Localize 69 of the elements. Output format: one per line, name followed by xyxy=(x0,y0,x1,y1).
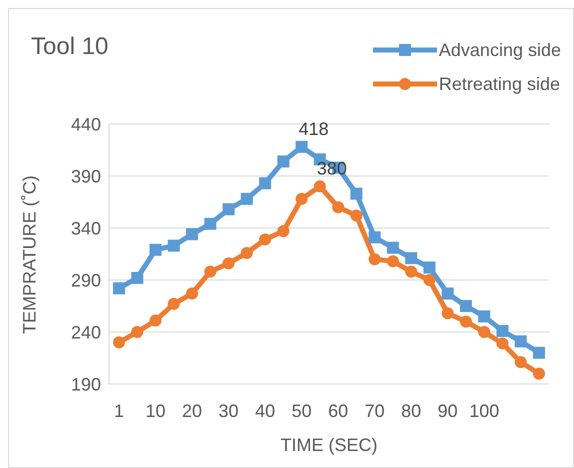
point xyxy=(496,324,508,337)
point xyxy=(222,203,235,216)
y-tick-label: 340 xyxy=(70,218,101,238)
y-tick-label: 190 xyxy=(70,374,101,394)
point xyxy=(460,316,472,328)
point xyxy=(478,326,490,338)
point xyxy=(314,180,326,192)
point xyxy=(277,155,290,168)
y-tick-label: 290 xyxy=(70,270,101,290)
point xyxy=(186,288,198,300)
point xyxy=(277,225,290,238)
point xyxy=(296,140,308,153)
legend-label: Retreating side xyxy=(438,73,560,96)
point xyxy=(514,335,527,348)
point xyxy=(168,240,180,252)
point xyxy=(150,314,162,327)
point xyxy=(240,192,253,205)
x-tick-label: 40 xyxy=(255,400,276,421)
x-tick-label: 70 xyxy=(364,400,385,421)
point xyxy=(186,228,198,240)
point xyxy=(533,368,545,380)
point xyxy=(514,356,527,368)
point xyxy=(240,246,253,259)
point xyxy=(259,177,272,190)
point xyxy=(496,337,508,350)
point xyxy=(460,300,472,312)
point xyxy=(478,310,490,322)
point xyxy=(204,266,216,278)
x-tick-label: 80 xyxy=(401,400,422,421)
point xyxy=(150,244,162,256)
x-tick-label: 30 xyxy=(218,400,239,421)
point xyxy=(350,210,362,222)
point xyxy=(259,233,272,246)
point xyxy=(296,192,308,205)
point xyxy=(533,346,545,359)
point xyxy=(442,307,454,320)
x-tick-label: 10 xyxy=(146,400,166,421)
y-tick-label: 390 xyxy=(70,166,101,186)
point xyxy=(113,282,125,294)
data-label: 418 xyxy=(298,118,329,139)
point xyxy=(386,255,399,268)
point xyxy=(168,298,180,310)
point xyxy=(131,272,144,284)
x-tick-label: 60 xyxy=(328,400,348,421)
y-tick-label: 440 xyxy=(70,114,101,134)
point xyxy=(131,326,144,338)
point xyxy=(350,188,362,200)
point xyxy=(423,262,436,274)
point xyxy=(368,253,381,266)
chart-title: Tool 10 xyxy=(31,33,108,61)
point xyxy=(405,266,418,278)
x-tick-label: 90 xyxy=(438,400,458,421)
point xyxy=(368,231,381,244)
point xyxy=(386,242,399,254)
point xyxy=(442,288,454,300)
x-tick-label: 50 xyxy=(292,400,312,421)
point xyxy=(113,336,125,348)
x-tick-label: 20 xyxy=(182,400,202,421)
point xyxy=(204,218,216,230)
y-tick-label: 240 xyxy=(70,322,101,342)
point xyxy=(222,257,235,270)
point xyxy=(423,274,436,286)
point xyxy=(405,252,418,264)
x-tick-label: 100 xyxy=(469,400,500,421)
x-tick-label: 1 xyxy=(114,400,124,421)
point xyxy=(332,201,344,214)
x-axis-title: TIME (SEC) xyxy=(280,435,378,455)
legend-label: Advancing side xyxy=(438,39,561,62)
y-axis-title: TEMPRATURE (˚C) xyxy=(19,175,40,334)
